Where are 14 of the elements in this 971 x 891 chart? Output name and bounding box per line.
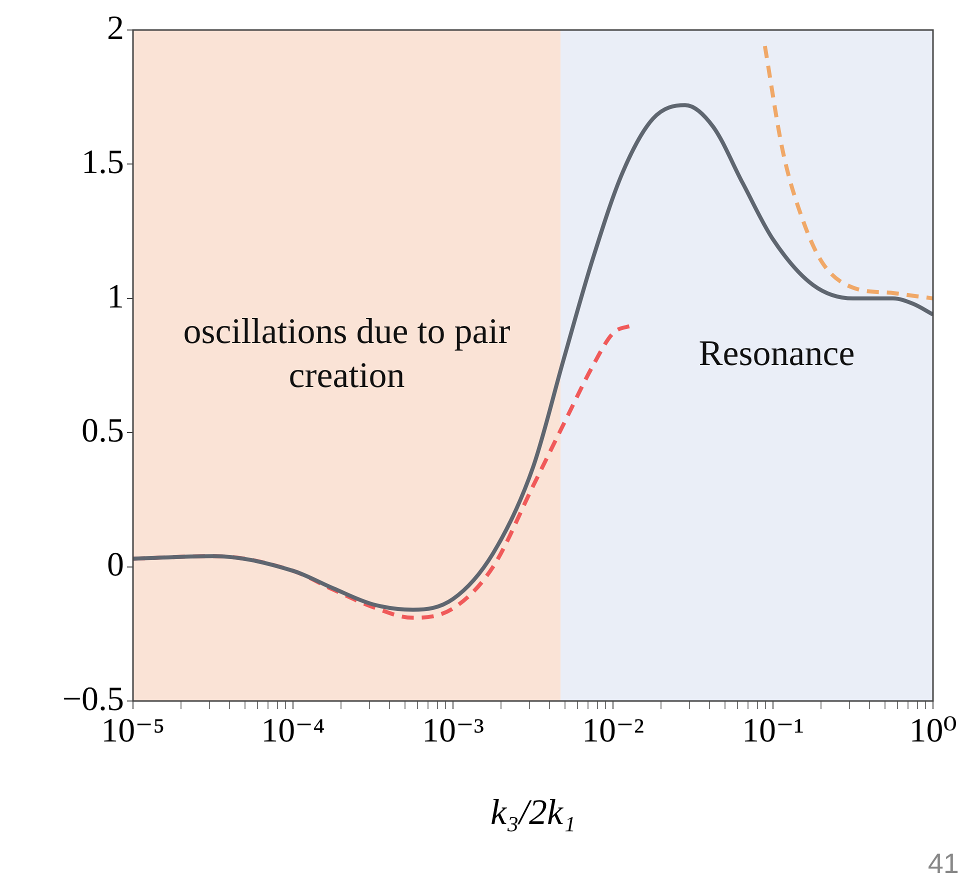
x-tick-label: 10⁻³ <box>422 712 484 750</box>
x-tick-label: 10⁻¹ <box>742 712 804 750</box>
x-axis-title: k₃/2k₁ <box>490 791 576 834</box>
x-tick-label: 10⁻⁴ <box>261 712 325 750</box>
band-label: oscillations due to pair creation <box>183 310 510 395</box>
text: 41 <box>928 848 959 880</box>
x-tick-label: 10⁻² <box>582 712 644 750</box>
y-tick-label: 1 <box>107 278 124 316</box>
y-tick-label: 2 <box>107 10 124 47</box>
y-tick-label: 1.5 <box>82 144 124 182</box>
y-tick-label: 0.5 <box>82 412 124 450</box>
band-label: Resonance <box>698 332 855 373</box>
y-tick-label: 0 <box>107 546 124 584</box>
x-tick-label: 10⁰ <box>909 712 957 750</box>
